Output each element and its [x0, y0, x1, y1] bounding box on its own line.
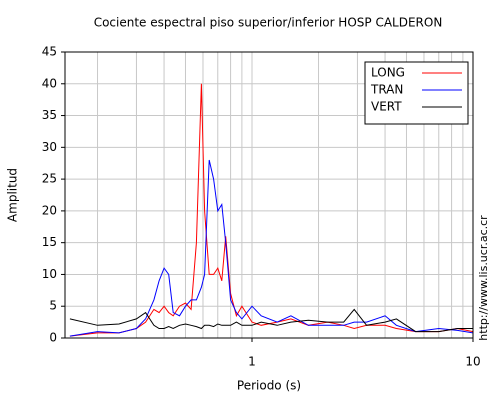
series-line [69, 159, 474, 337]
x-tick-label: 1 [248, 355, 256, 369]
y-tick-label: 15 [42, 235, 57, 249]
legend-label: TRAN [370, 83, 403, 97]
legend-label: LONG [371, 66, 405, 80]
y-tick-label: 25 [42, 172, 57, 186]
y-tick-label: 40 [42, 76, 57, 90]
y-tick-label: 10 [42, 267, 57, 281]
y-axis-label: Amplitud [6, 168, 20, 222]
y-tick-label: 35 [42, 108, 57, 122]
y-tick-label: 30 [42, 140, 57, 154]
legend-label: VERT [371, 100, 402, 114]
y-tick-label: 0 [49, 331, 57, 345]
y-tick-label: 5 [49, 299, 57, 313]
series-line [69, 308, 473, 333]
y-tick-label: 20 [42, 203, 57, 217]
side-note: http://www.lis.ucr.ac.cr [477, 215, 490, 341]
legend-box [364, 61, 469, 125]
plot-frame [64, 51, 474, 339]
x-axis-label: Periodo (s) [237, 379, 301, 393]
series-line [69, 83, 474, 337]
x-tick-label: 10 [465, 355, 480, 369]
chart-title: Cociente espectral piso superior/inferio… [94, 16, 443, 30]
y-tick-label: 45 [42, 45, 57, 59]
